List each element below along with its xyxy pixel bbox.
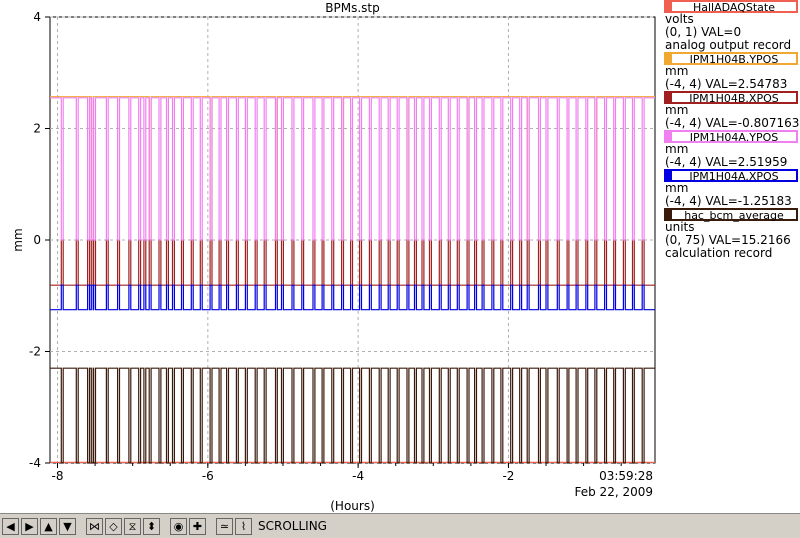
strip-chart[interactable]: 4 2 0 -2 -4 -8 -6 -4 -2 BPMs.stp mm (Hours) 03:59:28… — [0, 0, 800, 513]
legend-units: units — [665, 220, 695, 234]
y-tick-label: -2 — [29, 345, 41, 359]
legend-range-value: (0, 75) VAL=15.2166 — [665, 233, 791, 247]
legend-entry-IPM1H04A.YPOS[interactable]: IPM1H04A.YPOS — [664, 130, 798, 143]
legend-entry-IPM1H04A.XPOS[interactable]: IPM1H04A.XPOS — [664, 169, 798, 182]
date-label: Feb 22, 2009 — [575, 485, 654, 499]
legend-range-value: (-4, 4) VAL=2.54783 — [665, 77, 788, 91]
legend-units: volts — [665, 12, 694, 26]
legend-entry-IPM1H04B.XPOS[interactable]: IPM1H04B.XPOS — [664, 91, 798, 104]
x-axis-label: (Hours) — [330, 499, 375, 513]
status-label: SCROLLING — [258, 519, 327, 533]
arrow-right-icon[interactable]: ▶ — [21, 517, 38, 535]
zoom-out-horizontal-icon[interactable]: ◇ — [105, 517, 122, 535]
time-label: 03:59:28 — [599, 469, 653, 483]
y-tick-label: -4 — [29, 456, 41, 470]
x-tick-label: -4 — [352, 469, 364, 483]
legend-entry-HallADAQState[interactable]: HallADAQState — [664, 0, 798, 13]
x-tick-label: -8 — [52, 469, 64, 483]
legend-record-type: calculation record — [665, 246, 773, 260]
chart-title: BPMs.stp — [325, 1, 379, 15]
auto-scale-icon[interactable]: ≃ — [216, 517, 233, 535]
legend-entry-hac_bcm_average[interactable]: hac_bcm_average — [664, 208, 798, 221]
graph-icon[interactable]: ⌇ — [235, 517, 252, 535]
legend-range-value: (-4, 4) VAL=2.51959 — [665, 155, 788, 169]
record-icon[interactable]: ◉ — [170, 517, 187, 535]
zoom-in-vertical-icon[interactable]: ⧖ — [124, 517, 141, 535]
zoom-in-horizontal-icon[interactable]: ⋈ — [86, 517, 103, 535]
y-axis-label: mm — [11, 228, 25, 251]
y-tick-label: 2 — [33, 122, 41, 136]
arrow-up-icon[interactable]: ▲ — [40, 517, 57, 535]
arrow-left-icon[interactable]: ◀ — [2, 517, 19, 535]
legend-record-type: analog output record — [665, 38, 792, 52]
zoom-out-vertical-icon[interactable]: ⬍ — [143, 517, 160, 535]
arrow-down-icon[interactable]: ▼ — [59, 517, 76, 535]
series-line-hac_bcm_average — [50, 367, 655, 464]
legend-range-value: (0, 1) VAL=0 — [665, 25, 742, 39]
legend: HallADAQState volts (0, 1) VAL=0 analog out… — [657, 0, 800, 260]
legend-units: mm — [665, 64, 689, 78]
legend-range-value: (-4, 4) VAL=-0.807163 — [665, 116, 800, 130]
x-tick-label: -2 — [502, 469, 514, 483]
y-tick-label: 4 — [33, 10, 41, 24]
legend-entry-IPM1H04B.YPOS[interactable]: IPM1H04B.YPOS — [664, 52, 798, 65]
series-line-IPM1H04A.XPOS — [50, 284, 655, 311]
series-line-IPM1H04B.XPOS — [50, 239, 655, 286]
legend-units: mm — [665, 103, 689, 117]
legend-units: mm — [665, 142, 689, 156]
series-line-IPM1H04A.YPOS — [50, 97, 655, 241]
add-icon[interactable]: ✚ — [189, 517, 206, 535]
y-tick-label: 0 — [33, 233, 41, 247]
legend-range-value: (-4, 4) VAL=-1.25183 — [665, 194, 792, 208]
toolbar: ◀ ▶ ▲ ▼ ⋈ ◇ ⧖ ⬍ ◉ ✚ ≃ ⌇ SCROLLING — [0, 513, 800, 538]
x-tick-label: -6 — [202, 469, 214, 483]
legend-units: mm — [665, 181, 689, 195]
